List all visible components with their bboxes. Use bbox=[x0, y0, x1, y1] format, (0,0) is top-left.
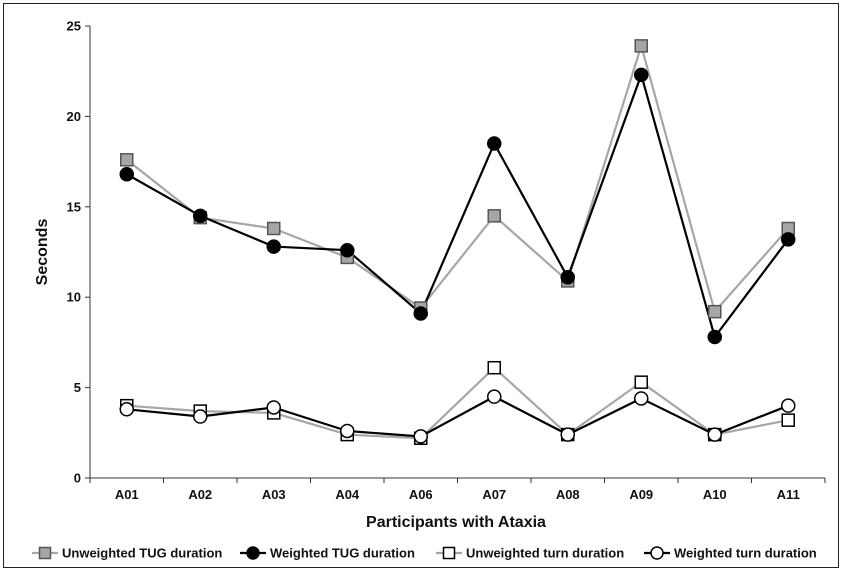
legend-marker-2 bbox=[246, 546, 260, 560]
data-point-s2-A04 bbox=[340, 242, 355, 258]
data-point-s2-A08 bbox=[560, 270, 575, 285]
x-tick-label: A11 bbox=[777, 487, 800, 502]
data-point-s3-A09 bbox=[634, 375, 648, 389]
axes: 0 5 10 15 20 25 A01 A02 A03 A04 A06 A07 A08 A09 A10 A11 bbox=[67, 19, 826, 502]
data-point-s4-A07 bbox=[487, 389, 502, 404]
series-line-2 bbox=[126, 73, 790, 339]
series-line-3 bbox=[126, 366, 789, 440]
legend-marker-1 bbox=[38, 546, 52, 560]
x-tick-label: A01 bbox=[115, 487, 139, 502]
data-point-s4-A10 bbox=[707, 427, 722, 442]
x-tick-label: A09 bbox=[629, 487, 653, 502]
data-point-s2-A06 bbox=[413, 306, 428, 321]
legend-marker-4 bbox=[650, 546, 664, 560]
x-tick-label: A07 bbox=[482, 487, 506, 502]
y-tick-label: 20 bbox=[67, 109, 81, 124]
data-point-s4-A06 bbox=[413, 429, 428, 444]
data-point-s4-A02 bbox=[193, 409, 208, 424]
data-point-s4-A08 bbox=[560, 427, 575, 442]
data-point-s4-A03 bbox=[266, 400, 281, 415]
data-point-s2-A09 bbox=[634, 67, 649, 83]
data-point-s4-A01 bbox=[119, 402, 134, 417]
data-point-s2-A02 bbox=[193, 208, 208, 224]
legend-label-2: Weighted TUG duration bbox=[270, 546, 415, 561]
series-line-4 bbox=[126, 395, 789, 438]
x-tick-label: A10 bbox=[703, 487, 727, 502]
data-point-s4-A09 bbox=[634, 391, 649, 406]
data-point-s2-A07 bbox=[487, 136, 502, 151]
y-axis-title: Seconds bbox=[34, 219, 51, 286]
x-tick-label: A04 bbox=[335, 487, 360, 502]
legend-label-1: Unweighted TUG duration bbox=[62, 546, 222, 561]
legend-label-3: Unweighted turn duration bbox=[466, 546, 624, 561]
y-tick-label: 15 bbox=[67, 199, 81, 214]
x-tick-label: A02 bbox=[188, 487, 212, 502]
data-point-s4-A04 bbox=[340, 423, 355, 439]
y-tick-label: 5 bbox=[74, 380, 81, 395]
legend: Unweighted TUG duration Weighted TUG dura… bbox=[32, 546, 817, 561]
data-point-s4-A11 bbox=[781, 398, 796, 413]
data-point-s1-A10 bbox=[708, 304, 722, 319]
data-point-s2-A01 bbox=[119, 167, 134, 182]
data-point-s1-A01 bbox=[120, 153, 134, 167]
data-point-s2-A10 bbox=[707, 329, 722, 345]
legend-marker-3 bbox=[442, 546, 456, 560]
series-lines bbox=[126, 44, 790, 440]
x-axis-title: Participants with Ataxia bbox=[366, 514, 546, 531]
y-tick-label: 25 bbox=[67, 19, 81, 34]
data-point-s3-A11 bbox=[781, 413, 795, 427]
x-tick-label: A08 bbox=[556, 487, 580, 502]
chart-frame bbox=[3, 3, 839, 568]
data-point-s1-A07 bbox=[487, 209, 501, 223]
legend-label-4: Weighted turn duration bbox=[674, 546, 817, 561]
data-point-s1-A03 bbox=[267, 221, 281, 236]
y-tick-label: 10 bbox=[67, 290, 81, 305]
y-tick-label: 0 bbox=[74, 471, 81, 486]
data-point-s2-A11 bbox=[781, 232, 796, 247]
x-tick-label: A03 bbox=[262, 487, 286, 502]
data-point-s3-A07 bbox=[487, 360, 501, 375]
series-markers bbox=[119, 39, 796, 445]
data-point-s2-A03 bbox=[266, 239, 281, 254]
data-point-s1-A09 bbox=[634, 39, 648, 53]
series-line-1 bbox=[126, 44, 790, 313]
x-tick-label: A06 bbox=[409, 487, 433, 502]
